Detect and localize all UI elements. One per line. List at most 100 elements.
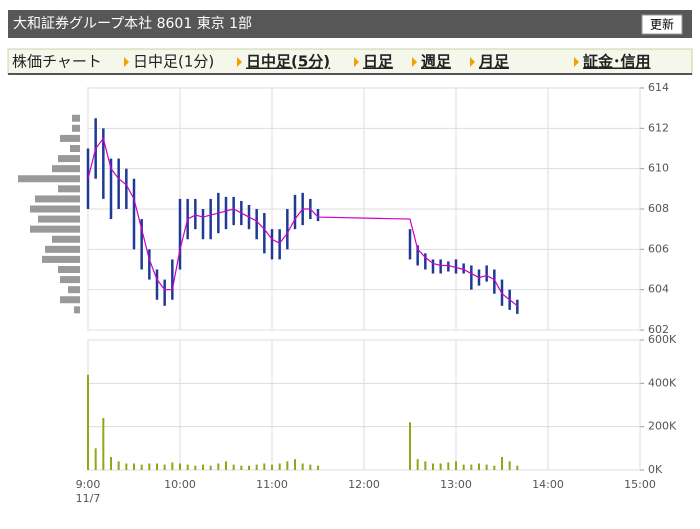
y-tick-label: 600K: [648, 333, 677, 346]
volume-bar: [416, 459, 419, 470]
volume-bar: [286, 461, 289, 470]
nav-item: 日中足(1分): [133, 53, 214, 71]
volume-bar: [516, 465, 519, 470]
nav-arrow: [354, 57, 359, 67]
volume-bar: [255, 464, 258, 470]
volume-bar: [125, 463, 128, 470]
volume-bar: [493, 465, 496, 470]
nav-label: 株価チャート: [12, 53, 102, 71]
refresh-button[interactable]: [641, 14, 683, 35]
price-volume-bar: [70, 145, 80, 152]
y-tick-label: 0K: [648, 463, 663, 476]
volume-bar: [470, 464, 473, 470]
y-tick-label: 604: [648, 283, 669, 296]
volume-bar: [309, 464, 312, 470]
volume-bar: [432, 463, 434, 470]
volume-bar: [94, 448, 97, 470]
header-bar: [8, 10, 692, 38]
price-volume-bar: [60, 296, 80, 304]
y-tick-label: 400K: [648, 376, 677, 389]
volume-bar: [217, 463, 220, 470]
volume-bar: [209, 465, 212, 470]
volume-bar: [133, 463, 135, 470]
y-tick-label: 606: [648, 242, 669, 255]
volume-bar: [409, 422, 411, 470]
price-volume-bar: [35, 195, 80, 203]
volume-bar: [478, 463, 480, 470]
price-volume-bar: [74, 306, 80, 314]
price-volume-bar: [30, 205, 80, 213]
price-volume-bar: [45, 245, 80, 253]
volume-bar: [462, 464, 465, 470]
volume-bar: [447, 462, 450, 470]
volume-bar: [102, 418, 105, 470]
volume-bar: [140, 464, 143, 470]
volume-bar: [202, 464, 204, 470]
volume-bar: [455, 461, 457, 470]
moving-average: [87, 137, 518, 307]
y-tick-label: 602: [648, 323, 669, 336]
volume-bar: [301, 463, 304, 470]
volume-bar: [317, 465, 319, 470]
x-tick-label: 15:00: [624, 478, 656, 491]
price-volume-bar: [68, 286, 80, 294]
nav-item[interactable]: 日足: [363, 53, 394, 71]
price-volume-bar: [38, 215, 80, 223]
volume-bar: [117, 461, 120, 470]
x-tick-label: 11:00: [256, 478, 288, 491]
volume-bar: [194, 465, 197, 470]
date-label: 11/7: [76, 492, 101, 505]
volume-bar: [225, 461, 227, 470]
volume-bar: [232, 464, 235, 470]
nav-item[interactable]: 証金･信用: [583, 53, 651, 71]
price-volume-bar: [42, 255, 80, 263]
nav-arrow: [470, 57, 475, 67]
volume-bar: [501, 457, 503, 470]
nav-item[interactable]: 週足: [421, 53, 452, 71]
x-tick-label: 9:00: [76, 478, 101, 491]
x-tick-label: 14:00: [532, 478, 564, 491]
volume-bar: [171, 462, 174, 470]
nav-arrow: [124, 57, 129, 67]
price-volume-bar: [60, 276, 80, 284]
y-tick-label: 200K: [648, 420, 677, 433]
volume-bar: [263, 463, 266, 470]
volume-bar: [156, 463, 158, 470]
nav-item[interactable]: 月足: [478, 53, 510, 71]
volume-bar: [110, 457, 112, 470]
price-volume-bar: [52, 165, 80, 173]
nav-item[interactable]: 日中足(5分): [246, 53, 330, 71]
volume-bar: [148, 463, 151, 470]
price-volume-bar: [60, 134, 80, 142]
x-tick-label: 13:00: [440, 478, 472, 491]
volume-bar: [294, 459, 296, 470]
y-tick-label: 608: [648, 202, 669, 215]
nav-arrow: [574, 57, 579, 67]
price-volume-bar: [58, 155, 80, 163]
volume-bar: [508, 461, 511, 470]
header-title: 大和証券グループ本社 8601 東京 1部: [13, 16, 252, 32]
volume-bar: [179, 463, 181, 470]
volume-bar: [271, 464, 273, 470]
price-volume-bar: [18, 175, 80, 183]
volume-bar: [439, 463, 442, 470]
y-tick-label: 610: [648, 162, 669, 175]
price-volume-bar: [58, 266, 80, 273]
price-volume-bar: [52, 235, 80, 243]
price-volume-bar: [58, 185, 80, 193]
volume-bar: [186, 464, 189, 470]
nav-arrow: [237, 57, 242, 67]
x-tick-label: 12:00: [348, 478, 380, 491]
volume-bar: [485, 464, 488, 470]
refresh-label[interactable]: 更新: [650, 17, 674, 32]
price-volume-bar: [30, 225, 80, 233]
volume-bar: [248, 465, 250, 470]
volume-bar: [240, 465, 243, 470]
volume-bar: [163, 464, 166, 470]
volume-bar: [87, 374, 89, 470]
volume-bar: [278, 463, 281, 470]
y-tick-label: 614: [648, 81, 669, 94]
price-volume-bar: [72, 124, 80, 132]
price-volume-bar: [72, 114, 80, 122]
